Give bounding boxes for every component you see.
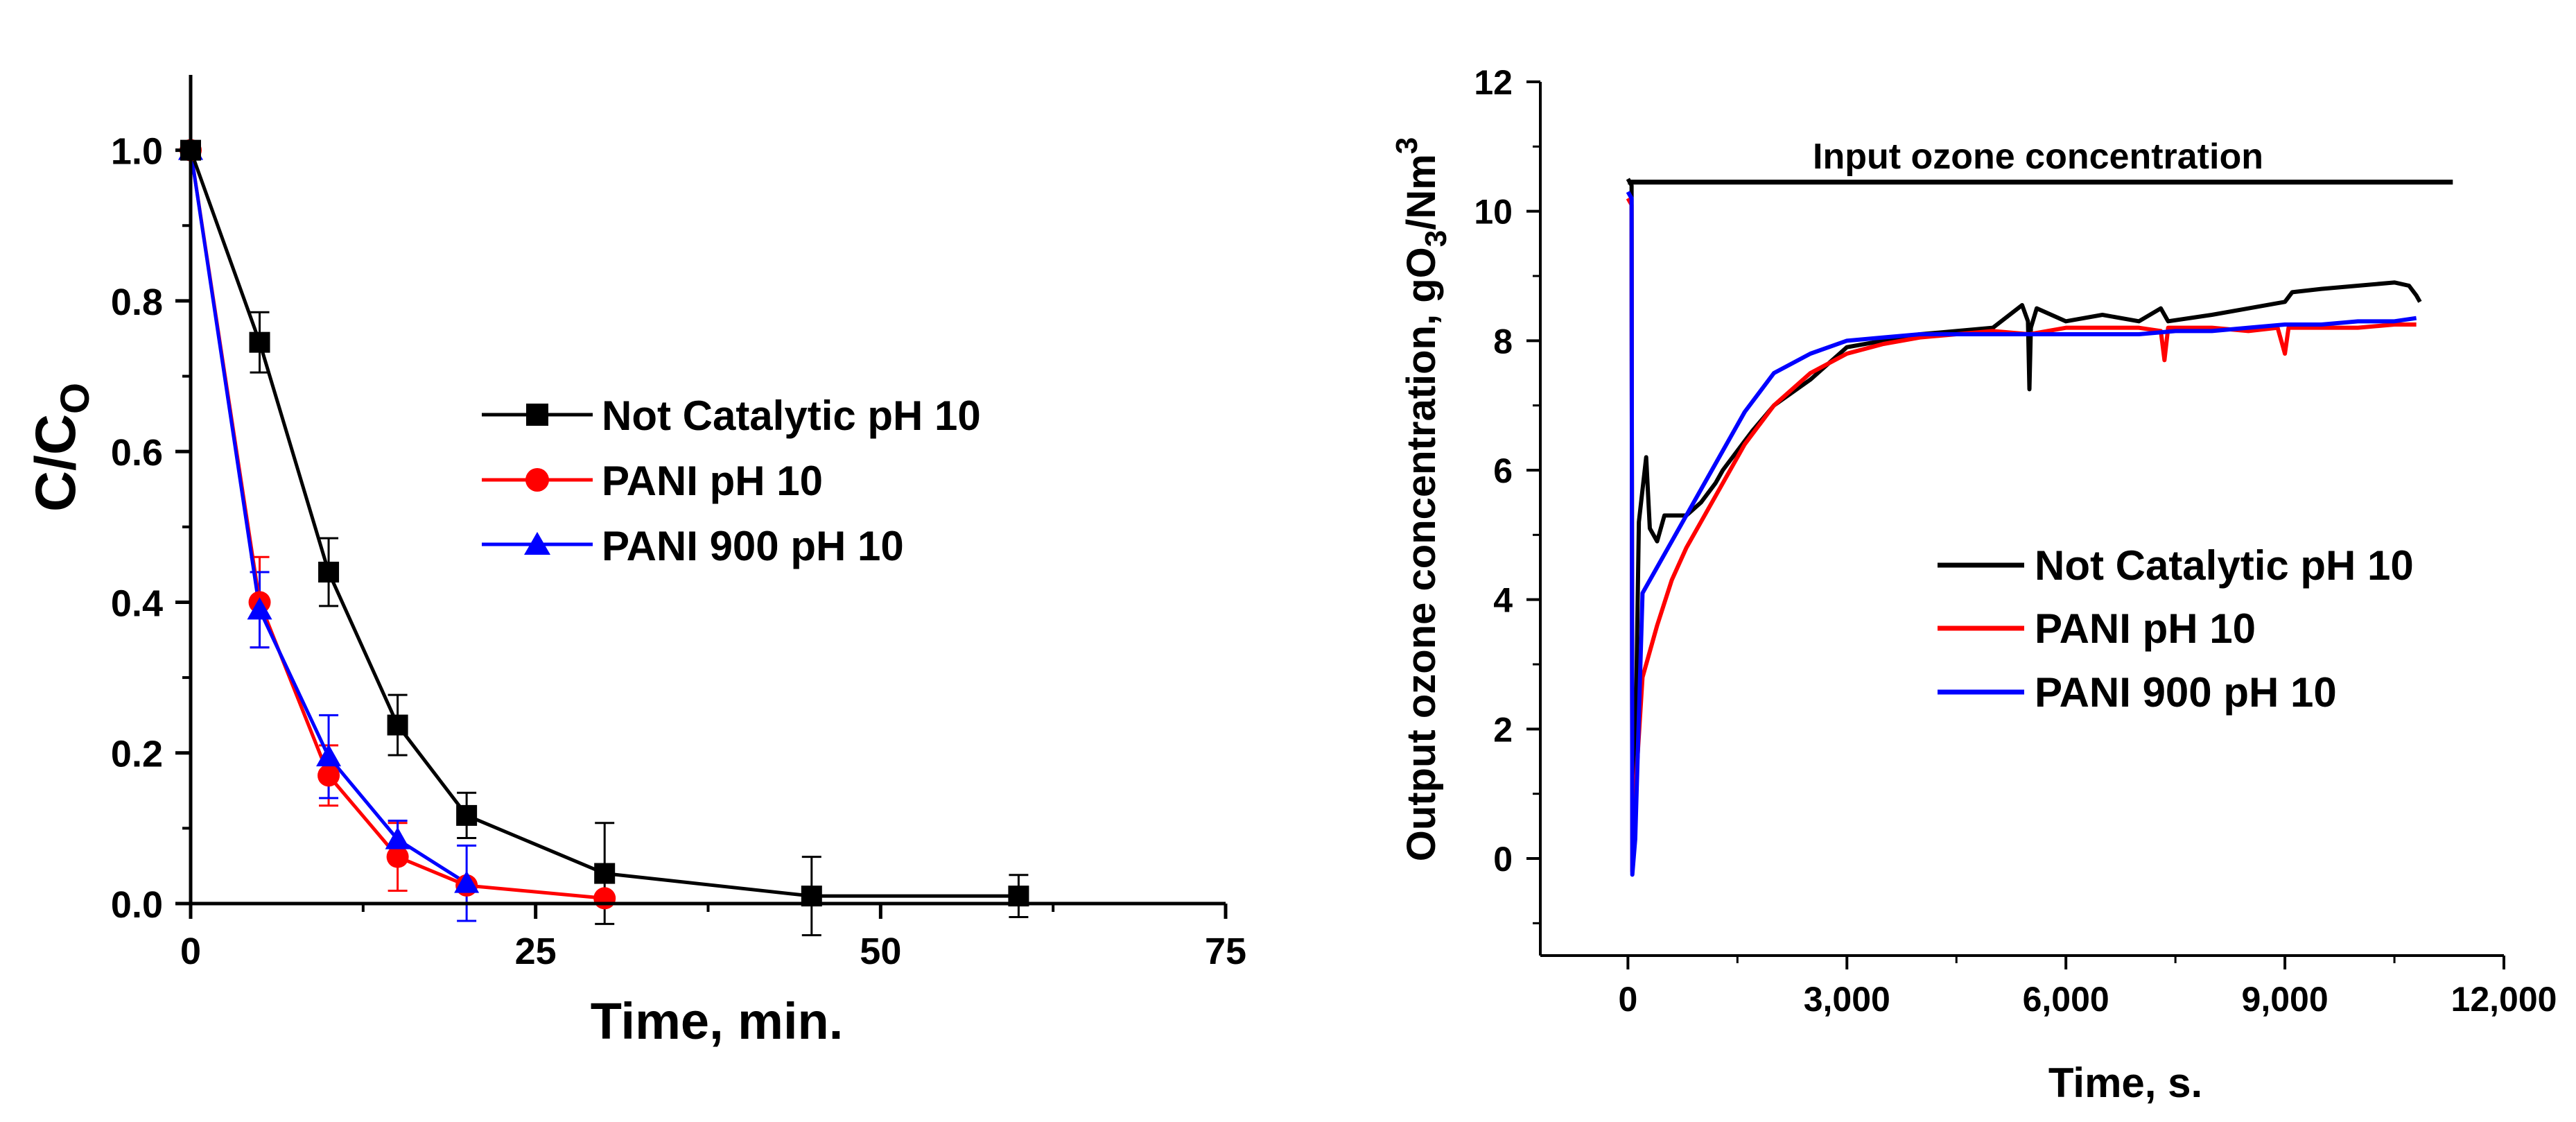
svg-text:Not Catalytic pH 10: Not Catalytic pH 10	[2035, 542, 2414, 589]
c2-x-tick-label: 12,000	[2451, 980, 2557, 1019]
c2-x-tick-label: 6,000	[2023, 980, 2109, 1019]
c2-series-lines	[1626, 178, 2422, 877]
c1-point-pani-900-ph-10	[316, 744, 342, 767]
c1-point-not-catalytic-ph-10	[594, 863, 616, 884]
chart-c-over-c0: 0.0 0.2 0.4 0.6 0.8 1.0 0 25 50 75 Time, min. C/C…	[24, 75, 1246, 1050]
c2-axes	[1526, 80, 2505, 969]
c2-line-not-catalytic-ph-10	[1626, 178, 2422, 841]
svg-text:PANI 900 pH 10: PANI 900 pH 10	[602, 523, 904, 569]
c1-y-tick-label: 0.4	[111, 582, 163, 624]
c2-legend: Not Catalytic pH 10 PANI pH 10 PANI 900 …	[1938, 542, 2414, 716]
c1-y-tick-label: 1.0	[111, 131, 163, 173]
c2-y-tick-label: 8	[1493, 322, 1513, 361]
c1-point-pani-ph-10	[386, 845, 409, 868]
c1-point-pani-900-ph-10	[454, 870, 480, 893]
c1-x-tick-label: 50	[860, 931, 901, 972]
c1-legend-item-pani: PANI pH 10	[482, 458, 823, 504]
c1-legend-item-not-catalytic: Not Catalytic pH 10	[482, 392, 981, 439]
svg-text:PANI pH 10: PANI pH 10	[2035, 605, 2256, 652]
c2-y-tick-label: 0	[1493, 840, 1513, 879]
c2-legend-item-not-catalytic: Not Catalytic pH 10	[1938, 542, 2414, 589]
c1-point-not-catalytic-ph-10	[249, 331, 270, 353]
chart-output-ozone: 0 2 4 6 8 10 12 0 3,000 6,000 9,000 12,000 Input oz…	[1390, 63, 2557, 1106]
c2-tick-labels: 0 2 4 6 8 10 12 0 3,000 6,000 9,000 12,000	[1474, 63, 2557, 1019]
c1-point-not-catalytic-ph-10	[387, 714, 408, 736]
c1-y-tick-label: 0.8	[111, 282, 163, 323]
c2-line-pani-900-ph-10	[1626, 191, 2417, 877]
c1-y-tick-label: 0.6	[111, 432, 163, 474]
c1-point-pani-900-ph-10	[247, 597, 272, 620]
c1-legend: Not Catalytic pH 10 PANI pH 10 PANI 900 …	[482, 392, 981, 569]
c2-x-tick-label: 0	[1618, 980, 1637, 1019]
c2-x-axis-title: Time, s.	[2048, 1060, 2202, 1106]
c1-point-not-catalytic-ph-10	[456, 804, 478, 826]
c1-x-axis-title: Time, min.	[591, 992, 844, 1050]
c1-point-pani-ph-10	[593, 887, 616, 910]
c2-line-pani-ph-10	[1626, 197, 2417, 874]
c1-x-tick-label: 25	[515, 931, 557, 972]
c2-x-tick-label: 3,000	[1804, 980, 1890, 1019]
c2-legend-item-pani: PANI pH 10	[1938, 605, 2256, 652]
c1-axes	[175, 75, 1228, 919]
c2-legend-item-pani-900: PANI 900 pH 10	[1938, 669, 2337, 716]
c1-legend-item-pani-900: PANI 900 pH 10	[482, 523, 904, 569]
c1-point-pani-ph-10	[317, 764, 340, 787]
c1-y-tick-label: 0.0	[111, 884, 163, 926]
c1-line-pani-ph-10	[189, 150, 605, 900]
svg-text:Not Catalytic pH 10: Not Catalytic pH 10	[602, 392, 981, 439]
c1-tick-labels: 0.0 0.2 0.4 0.6 0.8 1.0 0 25 50 75	[111, 131, 1246, 972]
svg-text:PANI 900 pH 10: PANI 900 pH 10	[2035, 669, 2337, 716]
c1-x-tick-label: 0	[180, 931, 201, 972]
c2-input-ozone-annotation: Input ozone concentration	[1813, 137, 2263, 177]
c1-y-tick-label: 0.2	[111, 734, 163, 775]
c2-y-axis-title: Output ozone concentration, gO3/Nm3	[1390, 137, 1453, 862]
c2-y-tick-label: 4	[1493, 581, 1513, 620]
c1-point-pani-900-ph-10	[385, 827, 410, 849]
c1-series-markers	[178, 137, 1029, 910]
c1-y-axis-title: C/CO	[24, 383, 98, 512]
c2-y-tick-label: 2	[1493, 710, 1513, 749]
c2-y-tick-label: 6	[1493, 451, 1513, 490]
c1-line-not-catalytic-ph-10	[189, 149, 1019, 898]
c2-y-tick-label: 10	[1474, 193, 1513, 232]
c2-y-tick-label: 12	[1474, 63, 1513, 102]
c1-point-not-catalytic-ph-10	[318, 562, 340, 582]
c2-x-tick-label: 9,000	[2242, 980, 2329, 1019]
c1-x-tick-label: 75	[1205, 931, 1246, 972]
svg-text:PANI pH 10: PANI pH 10	[602, 458, 823, 504]
